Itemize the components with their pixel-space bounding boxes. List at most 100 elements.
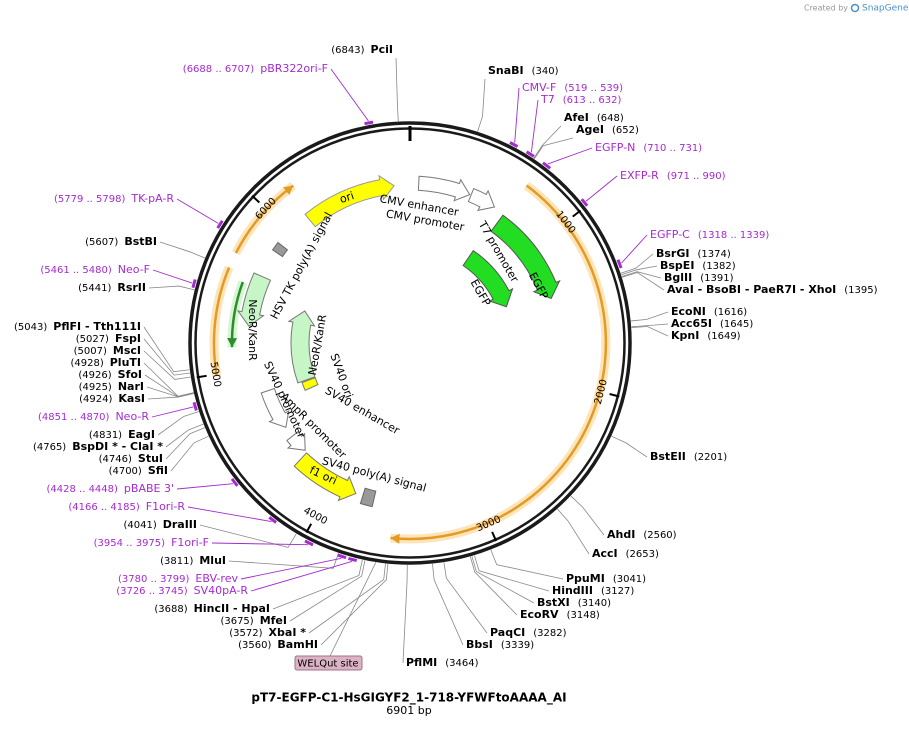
primer-mark <box>580 198 589 207</box>
feature-line <box>390 184 608 541</box>
scale-label: 1000 <box>553 209 577 236</box>
primer-detail: (3780 .. 3799) <box>118 574 190 585</box>
feature-arrow <box>304 174 395 228</box>
primer-leader <box>250 561 353 592</box>
enzyme-detail: (5607) <box>85 237 118 248</box>
enzyme-detail: (3041) <box>613 574 646 585</box>
feature-arrow <box>359 487 377 508</box>
enzyme-leader <box>395 57 399 122</box>
feature-line <box>212 267 231 377</box>
primer-mark <box>616 259 623 269</box>
primer-name: pBABE 3' <box>124 482 174 495</box>
enzyme-detail: (4925) <box>79 382 112 393</box>
enzyme-detail: (4700) <box>109 466 142 477</box>
enzyme-name: PflMI <box>406 656 437 669</box>
primer-leader <box>176 483 234 490</box>
credit-brand: SnapGene <box>862 4 909 14</box>
feature-label: NeoR/KanR <box>246 299 259 361</box>
enzyme-leader <box>469 556 518 616</box>
enzyme-detail: (1391) <box>700 273 733 284</box>
enzyme-name: Acc65I <box>671 317 712 330</box>
scale-label: 5000 <box>208 361 223 388</box>
primer-leader <box>187 506 272 522</box>
enzyme-leader <box>621 271 662 279</box>
primer-detail: (4428 .. 4448) <box>47 484 119 495</box>
enzyme-detail: (5007) <box>74 346 107 357</box>
enzyme-leader <box>320 563 389 646</box>
enzyme-name: BstXI <box>537 596 570 609</box>
enzyme-leader <box>533 125 562 159</box>
primer-leader <box>330 68 369 122</box>
enzyme-leader <box>621 272 665 291</box>
primer-name: F1ori-R <box>146 500 186 513</box>
enzyme-leader <box>165 427 205 460</box>
enzyme-detail: (3811) <box>160 556 193 567</box>
feature-head <box>283 185 294 195</box>
enzyme-detail: (5027) <box>76 334 109 345</box>
enzyme-name: AccI <box>592 547 618 560</box>
enzyme-leader <box>477 78 486 132</box>
feature-glow <box>209 265 234 377</box>
primer-detail: (613 .. 632) <box>563 95 622 106</box>
enzyme-leader <box>557 508 590 555</box>
enzyme-leader <box>631 326 669 337</box>
enzyme-detail: (6843) <box>331 45 364 56</box>
primer-leader <box>152 269 193 284</box>
primer-leader <box>211 542 309 546</box>
enzyme-detail: (3127) <box>601 586 634 597</box>
enzyme-leader <box>144 374 194 398</box>
enzyme-detail: (4926) <box>78 370 111 381</box>
primer-mark <box>268 516 277 524</box>
enzyme-name: KpnI <box>671 329 699 342</box>
feature-label: HSV TK poly(A) signal <box>268 210 335 321</box>
enzyme-detail: (1645) <box>720 319 753 330</box>
enzyme-detail: (3140) <box>578 598 611 609</box>
enzyme-detail: (340) <box>532 66 559 77</box>
enzyme-leader <box>143 362 194 397</box>
enzyme-leader <box>199 524 297 548</box>
primer-detail: (3954 .. 3975) <box>94 538 166 549</box>
primer-name: EBV-rev <box>195 572 238 585</box>
enzyme-name: KasI <box>118 392 145 405</box>
enzyme-leader <box>165 423 204 448</box>
plasmid-name: pT7-EGFP-C1-HsGIGYF2_1-718-YFWFtoAAAA_AI <box>251 691 566 706</box>
primer-name: TK-pA-R <box>130 192 174 205</box>
enzyme-detail: (1395) <box>844 285 877 296</box>
enzyme-leader <box>611 435 648 458</box>
scale-tick <box>491 531 498 542</box>
enzyme-name: PpuMI <box>566 572 605 585</box>
enzyme-name: AgeI <box>576 123 604 136</box>
enzyme-detail: (4831) <box>89 430 122 441</box>
primer-leader <box>585 175 618 202</box>
primer-mark <box>192 401 198 411</box>
primer-mark <box>509 141 519 148</box>
enzyme-name: BspEI <box>660 259 694 272</box>
primer-name: Neo-F <box>118 263 150 276</box>
primer-leader <box>240 557 342 580</box>
enzyme-leader <box>533 137 574 160</box>
feature-label: ori <box>338 189 356 206</box>
primer-mark <box>337 553 347 560</box>
enzyme-detail: (652) <box>612 125 639 136</box>
enzyme-leader <box>143 326 190 373</box>
enzyme-name: RsrII <box>117 281 146 294</box>
primer-detail: (1318 .. 1339) <box>698 230 770 241</box>
primer-detail: (5779 .. 5798) <box>54 194 126 205</box>
feature-arrow <box>462 249 514 308</box>
enzyme-detail: (5043) <box>14 322 47 333</box>
scale-tick <box>609 393 620 398</box>
enzyme-detail: (2653) <box>626 549 659 560</box>
enzyme-name: EagI <box>128 428 155 441</box>
enzyme-leader <box>443 562 488 634</box>
enzyme-name: MluI <box>199 554 226 567</box>
enzyme-name: MfeI <box>260 614 287 627</box>
enzyme-name: PflFI - Tth111I <box>53 320 141 333</box>
enzyme-detail: (3560) <box>238 640 271 651</box>
enzyme-name: MscI <box>113 344 141 357</box>
enzyme-name: BstBI <box>124 235 157 248</box>
primer-leader <box>621 234 648 264</box>
primer-mark <box>304 539 314 547</box>
primer-detail: (3726 .. 3745) <box>116 586 188 597</box>
enzyme-detail: (4924) <box>79 394 112 405</box>
